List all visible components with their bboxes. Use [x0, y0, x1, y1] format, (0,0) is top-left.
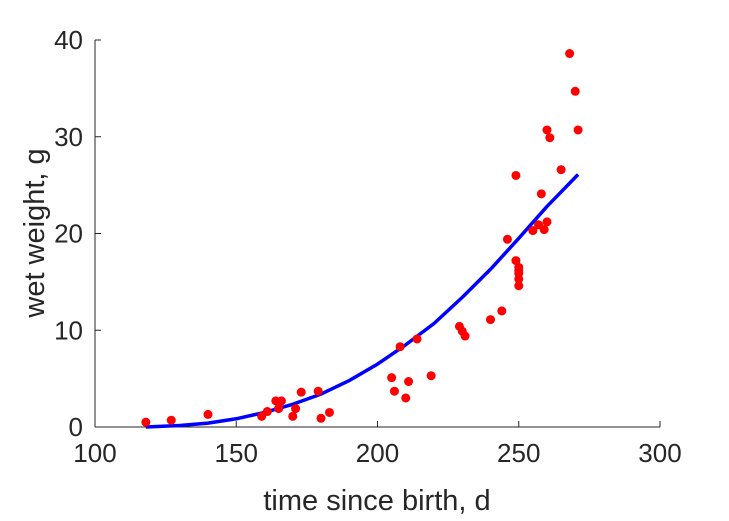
data-point	[404, 377, 414, 387]
data-point	[412, 334, 422, 344]
data-point	[542, 217, 552, 227]
data-point	[497, 306, 507, 316]
x-tick-label: 150	[215, 438, 258, 468]
data-point	[316, 413, 326, 423]
data-point	[514, 281, 524, 291]
data-point	[573, 125, 583, 135]
data-point	[141, 417, 151, 427]
data-point	[539, 225, 549, 235]
fit-curve	[145, 173, 580, 429]
data-point	[460, 331, 470, 341]
data-points-layer	[141, 49, 583, 427]
data-point	[426, 371, 436, 381]
data-point	[511, 256, 521, 266]
data-point	[536, 189, 546, 199]
y-tick-label: 20	[54, 219, 83, 249]
data-point	[274, 404, 284, 414]
data-point	[387, 373, 397, 383]
data-point	[556, 165, 566, 175]
fit-curve-layer	[145, 173, 580, 429]
data-point	[542, 125, 552, 135]
axes	[94, 39, 661, 428]
data-point	[203, 409, 213, 419]
y-tick-label: 10	[54, 315, 83, 345]
data-point	[514, 265, 524, 275]
data-point	[291, 404, 301, 414]
data-point	[313, 386, 323, 396]
data-point	[528, 226, 538, 236]
y-tick-label: 30	[54, 122, 83, 152]
data-point	[324, 407, 334, 417]
x-tick-label: 250	[497, 438, 540, 468]
data-point	[486, 315, 495, 325]
data-point	[296, 387, 306, 397]
data-point	[545, 133, 555, 143]
data-point	[389, 386, 399, 396]
tick-labels: 100 150 200 250 300 0 10 20 30 40	[54, 25, 682, 468]
x-tick-label: 200	[356, 438, 399, 468]
x-tick-label: 300	[638, 438, 681, 468]
data-point	[514, 274, 524, 284]
data-point	[276, 396, 286, 406]
data-point	[570, 86, 580, 96]
x-axis-label: time since birth, d	[263, 485, 490, 517]
data-point	[502, 234, 512, 244]
y-axis-label: wet weight, g	[19, 148, 51, 318]
y-tick-label: 0	[69, 412, 83, 442]
data-point	[166, 415, 176, 425]
data-point	[401, 393, 411, 403]
data-point	[395, 342, 405, 352]
data-point	[511, 170, 521, 180]
data-point	[288, 411, 298, 421]
y-tick-label: 40	[54, 25, 83, 55]
data-point	[262, 407, 272, 417]
data-point	[565, 49, 575, 59]
x-tick-label: 100	[73, 438, 116, 468]
